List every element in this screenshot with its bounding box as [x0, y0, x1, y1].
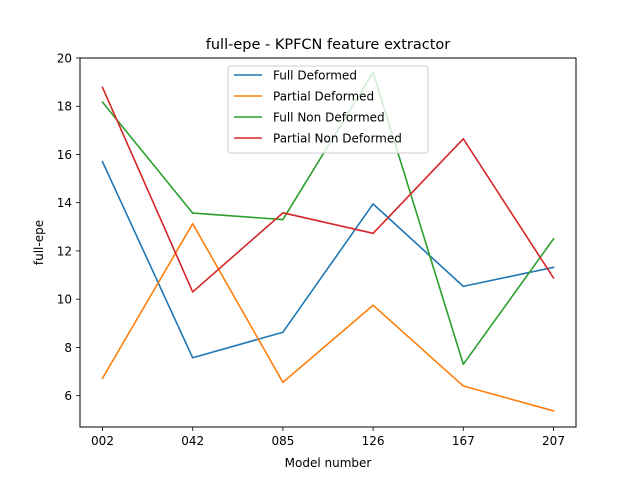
series-line-1 [101, 160, 555, 359]
y-axis-label: full-epe [32, 220, 46, 265]
y-tick-label: 14 [57, 196, 72, 210]
legend-label: Full Deformed [273, 69, 357, 83]
y-tick-label: 16 [57, 148, 72, 162]
series-line-2 [101, 222, 555, 412]
legend-label: Partial Non Deformed [273, 132, 402, 146]
x-tick-label: 207 [542, 434, 565, 448]
y-tick-label: 18 [57, 100, 72, 114]
legend-label: Partial Deformed [273, 90, 374, 104]
chart-title: full-epe - KPFCN feature extractor [206, 37, 451, 53]
axis-ticks: 002 042 085 126 167 207 6 8 10 12 14 16 18 20 [57, 52, 565, 449]
y-tick-label: 6 [64, 389, 72, 403]
series-line-4 [101, 86, 555, 293]
axes-frame [79, 57, 577, 428]
legend-box [227, 65, 429, 154]
y-tick-label: 10 [57, 293, 72, 307]
x-tick-label: 002 [91, 434, 114, 448]
y-tick-label: 20 [57, 52, 72, 66]
legend: Full Deformed Partial Deformed Full Non De… [227, 65, 429, 154]
x-tick-label: 042 [181, 434, 204, 448]
x-tick-label: 085 [271, 434, 294, 448]
x-tick-label: 126 [362, 434, 385, 448]
x-axis-label: Model number [285, 456, 372, 470]
legend-label: Full Non Deformed [273, 111, 385, 125]
y-tick-label: 12 [57, 244, 72, 258]
x-tick-label: 167 [452, 434, 475, 448]
y-tick-label: 8 [64, 341, 72, 355]
